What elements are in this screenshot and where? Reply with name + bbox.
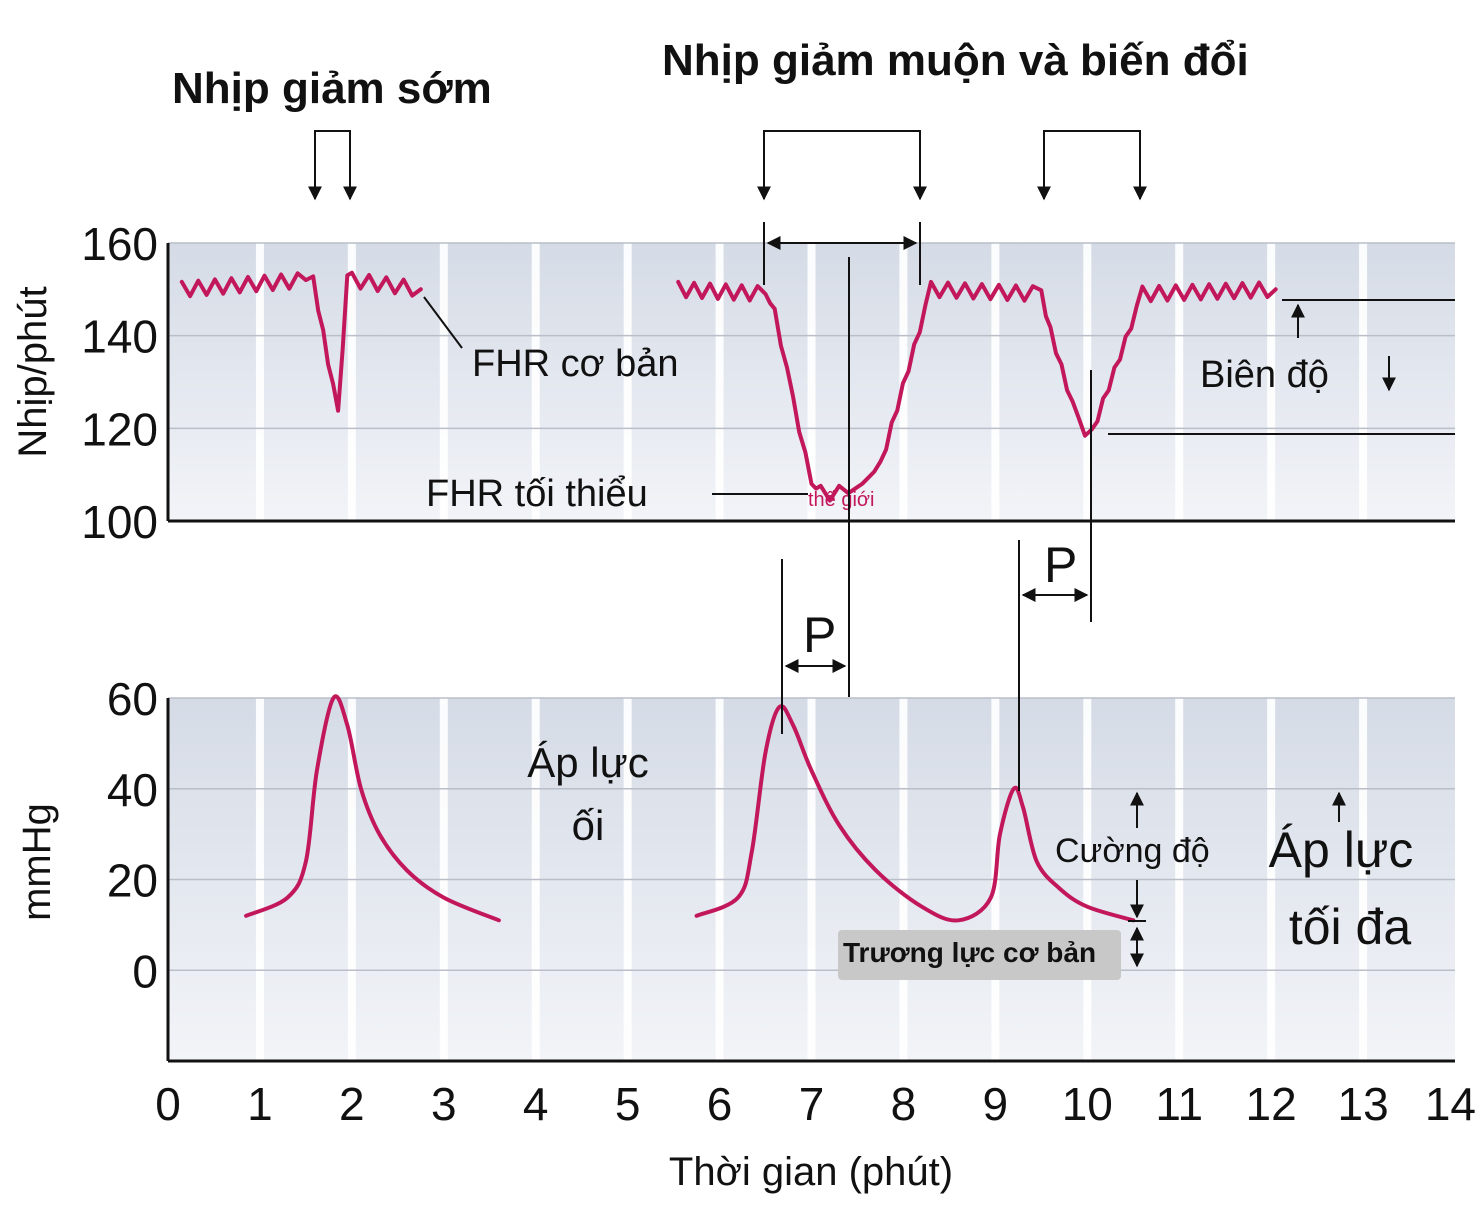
early-bracket xyxy=(308,130,357,201)
fhr-trace-early xyxy=(179,270,423,413)
basal-tone-box xyxy=(838,930,1121,980)
fhr-vgrid-6 xyxy=(715,243,724,521)
lag1-label: P xyxy=(803,607,836,663)
fhr-vgrid-7 xyxy=(807,243,816,521)
late-bracket-2 xyxy=(1037,130,1147,201)
fhr-min-small-label: thế giới xyxy=(808,489,874,511)
xtick-label: 8 xyxy=(891,1078,917,1130)
xtick-label: 4 xyxy=(523,1078,549,1130)
xtick-label: 3 xyxy=(431,1078,457,1130)
pressure-trace-contraction-1 xyxy=(244,694,501,923)
xtick-label: 2 xyxy=(339,1078,365,1130)
fhr-trace-late xyxy=(676,279,1278,503)
amplitude-label: Biên độ xyxy=(1200,354,1329,396)
fhr-vgrid-12 xyxy=(1267,243,1276,521)
pressure-ytick-label: 0 xyxy=(132,945,158,997)
fhr-min-label: FHR tối thiểu xyxy=(426,473,648,515)
fhr-ytick-label: 120 xyxy=(81,403,158,455)
heading-early-decelerations: Nhịp giảm sớm xyxy=(172,64,492,113)
fhr-ytick-label: 160 xyxy=(81,218,158,270)
pressure-trace-contraction-2 xyxy=(694,704,1136,923)
fhr-vgrid-5 xyxy=(623,243,632,521)
amniotic-pressure-label-line1: Áp lực xyxy=(527,739,649,786)
xtick-label: 10 xyxy=(1062,1078,1113,1130)
max-pressure-label-line2: tối đa xyxy=(1289,899,1412,955)
xtick-label: 11 xyxy=(1155,1078,1203,1130)
x-axis-title: Thời gian (phút) xyxy=(669,1150,953,1194)
heading-late-variable-decelerations: Nhịp giảm muộn và biến đổi xyxy=(662,36,1249,85)
xtick-label: 6 xyxy=(707,1078,733,1130)
traces xyxy=(179,270,1278,923)
intensity-label: Cường độ xyxy=(1055,832,1210,870)
lag2-label: P xyxy=(1044,537,1077,593)
xtick-label: 7 xyxy=(799,1078,825,1130)
fhr-y-axis-title: Nhịp/phút xyxy=(11,286,55,457)
pressure-y-axis-title: mmHg xyxy=(15,803,59,921)
pressure-ytick-label: 20 xyxy=(107,855,158,907)
amniotic-pressure-label-line2: ối xyxy=(572,802,605,849)
fhr-ytick-label: 100 xyxy=(81,496,158,548)
fhr-vgrid-10 xyxy=(1083,243,1092,521)
fhr-vgrid-2 xyxy=(347,243,356,521)
fhr-baseline-pointer xyxy=(423,296,463,349)
fhr-vgrid-1 xyxy=(255,243,264,521)
xtick-label: 5 xyxy=(615,1078,641,1130)
xtick-label: 0 xyxy=(155,1078,181,1130)
fhr-vgrid-9 xyxy=(991,243,1000,521)
pressure-ytick-label: 40 xyxy=(107,764,158,816)
xtick-label: 12 xyxy=(1246,1078,1297,1130)
pressure-ytick-label: 60 xyxy=(107,673,158,725)
xtick-label: 9 xyxy=(983,1078,1009,1130)
fhr-baseline-label: FHR cơ bản xyxy=(472,343,679,385)
max-pressure-label-line1: Áp lực xyxy=(1269,822,1414,878)
xtick-label: 14 xyxy=(1425,1078,1476,1130)
fhr-vgrid-3 xyxy=(439,243,448,521)
fhr-vgrid-4 xyxy=(531,243,540,521)
xtick-label: 1 xyxy=(247,1078,273,1130)
fhr-vgrid-11 xyxy=(1175,243,1184,521)
fhr-ytick-label: 140 xyxy=(81,311,158,363)
late-bracket-1 xyxy=(757,130,927,201)
fhr-vgrid-13 xyxy=(1359,243,1368,521)
xtick-label: 13 xyxy=(1337,1078,1388,1130)
basal-tone-label: Trương lực cơ bản xyxy=(843,937,1096,968)
